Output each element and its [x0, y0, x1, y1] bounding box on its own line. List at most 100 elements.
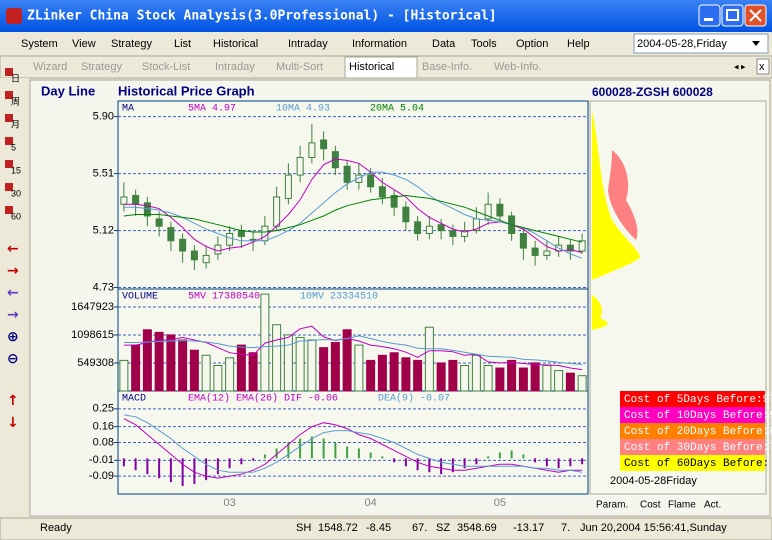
menu-item[interactable]: Tools [471, 38, 497, 50]
candle-body [496, 203, 504, 217]
toolbar-button[interactable]: ⊕ [7, 329, 19, 345]
tab[interactable]: Web-Info. [494, 61, 542, 73]
legend-value: -0.07 [420, 394, 450, 405]
date-select[interactable] [633, 33, 769, 54]
menu-item[interactable]: Option [516, 38, 548, 50]
maximize-button[interactable] [721, 4, 744, 27]
indicator-line [123, 171, 583, 259]
cost-date: 2004-05-28Friday [610, 475, 697, 487]
y-tick-label: 0.25 [93, 403, 114, 415]
candle-body [578, 240, 586, 252]
candle-body [226, 232, 234, 246]
volume-bar [436, 362, 446, 392]
y-tick-label: 4.73 [93, 281, 114, 293]
window-buttons [698, 4, 767, 27]
tab[interactable]: Multi-Sort [276, 61, 323, 73]
volume-bar [471, 354, 481, 392]
volume-bar [272, 324, 282, 392]
toolbar-button[interactable]: → [7, 263, 19, 279]
toolbar-button[interactable]: ⊖ [7, 351, 19, 367]
volume-bar [354, 344, 364, 392]
minimize-button[interactable] [698, 4, 721, 27]
candle-body [202, 254, 210, 264]
cost-distribution [592, 295, 608, 330]
menu-item[interactable]: Intraday [288, 38, 328, 50]
tab-close[interactable] [756, 58, 770, 75]
volume-bar [448, 359, 458, 392]
menu-item[interactable]: Information [352, 38, 407, 50]
toolbar-button[interactable]: ← [7, 285, 19, 301]
candle-body [402, 206, 410, 223]
tab[interactable]: Intraday [215, 61, 255, 73]
tab[interactable]: Stock-List [142, 61, 190, 73]
status-index: -13.17 [513, 522, 544, 534]
status-index: 7. [561, 522, 570, 534]
tab-scroll[interactable]: ◂ ▸ [734, 61, 746, 71]
tab-close-x: x [759, 61, 765, 73]
tab[interactable]: Wizard [33, 61, 67, 73]
volume-bar [201, 354, 211, 392]
minimize-glyph [704, 18, 713, 21]
menu-item[interactable]: Strategy [111, 38, 152, 50]
volume-bar [366, 359, 376, 392]
candle-body [132, 195, 140, 205]
toolbar-icon[interactable] [5, 206, 13, 214]
legend-name: 5MV [188, 292, 206, 303]
volume-bar [342, 329, 352, 392]
cost-legend-label: Cost of 30Days Before:7 [624, 442, 772, 454]
toolbar-icon[interactable] [5, 114, 13, 122]
toolbar-label: 日 [11, 73, 20, 83]
toolbar-icon[interactable] [5, 68, 13, 76]
y-tick-label: 5.90 [93, 111, 114, 123]
candle-body [179, 238, 187, 252]
panel-label: MACD [122, 394, 146, 405]
volume-bar [283, 334, 293, 392]
legend-value: 17380540 [212, 292, 260, 303]
menu-item[interactable]: System [21, 38, 58, 50]
y-tick-label: -0.01 [89, 454, 114, 466]
toolbar-icon[interactable] [5, 183, 13, 191]
status-index: 67. [412, 522, 427, 534]
tab-active [344, 56, 418, 79]
candle-body [449, 230, 457, 237]
toolbar-icon[interactable] [5, 91, 13, 99]
toolbar-button[interactable]: → [7, 307, 19, 323]
volume-bar [389, 352, 399, 392]
x-tick-label: 03 [224, 497, 236, 509]
toolbar-icon[interactable] [5, 160, 13, 168]
cost-distribution-30d [608, 150, 638, 240]
panel-param: EMA(26) [236, 393, 278, 405]
side-tab[interactable]: Param. [596, 500, 628, 511]
y-tick-label: 0.16 [93, 421, 114, 433]
left-toolbar [0, 78, 28, 518]
cost-legend-swatch [620, 407, 765, 423]
maximize-glyph [726, 9, 739, 21]
panel-param: EMA(12) [188, 393, 230, 405]
toolbar-label: 15 [11, 165, 21, 175]
tab[interactable]: Historical [349, 61, 394, 73]
menu-item[interactable]: Help [567, 38, 590, 50]
volume-bar [189, 349, 199, 392]
toolbar-button[interactable]: ← [7, 241, 19, 257]
menu-item[interactable]: View [72, 38, 96, 50]
toolbar-label: 60 [11, 211, 21, 221]
toolbar-icon[interactable] [5, 137, 13, 145]
candle-body [566, 244, 574, 252]
toolbar-button[interactable]: ↑ [7, 393, 19, 409]
menu-item[interactable]: Historical [213, 38, 258, 50]
cost-legend-label: Cost of 20Days Before:8 [624, 426, 772, 438]
toolbar-button[interactable]: ↓ [7, 415, 19, 431]
tab[interactable]: Strategy [81, 61, 122, 73]
legend-name: DEA(9) [378, 393, 414, 405]
legend-value: 23334510 [330, 292, 378, 303]
menu-item[interactable]: Data [432, 38, 456, 50]
side-tab[interactable]: Act. [704, 500, 721, 511]
menu-item[interactable]: List [174, 38, 191, 50]
tab[interactable]: Base-Info. [422, 61, 472, 73]
volume-bar [507, 359, 517, 392]
side-tab[interactable]: Cost [640, 500, 661, 511]
volume-bar [142, 329, 152, 392]
candle-body [390, 195, 398, 208]
side-tab[interactable]: Flame [668, 500, 696, 511]
